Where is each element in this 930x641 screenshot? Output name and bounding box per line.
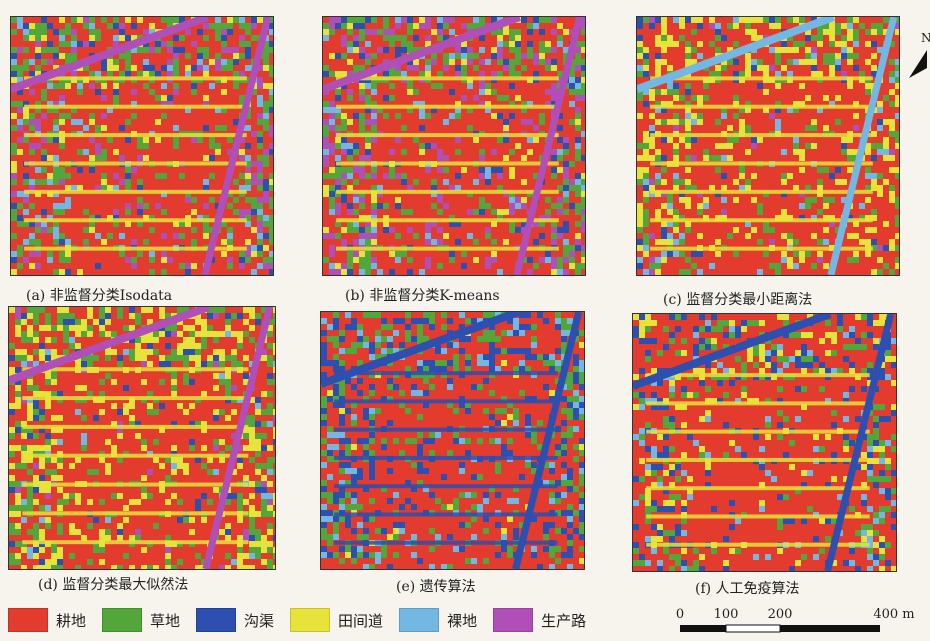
map-e xyxy=(321,312,584,569)
map-panel-e xyxy=(320,311,585,570)
legend-item-ditch: 沟渠 xyxy=(196,608,274,632)
map-b xyxy=(323,17,585,275)
legend-item-grassland: 草地 xyxy=(102,608,180,632)
map-panel-c xyxy=(636,16,900,276)
legend-label: 裸地 xyxy=(447,611,478,630)
scale-tick-400: 400 m xyxy=(873,607,914,622)
legend-swatch xyxy=(8,608,48,632)
map-panel-d xyxy=(8,306,276,570)
scale-bar: 0 100 200 400 m xyxy=(672,605,930,637)
scale-tick-200: 200 xyxy=(768,607,793,622)
legend: 耕地 草地 沟渠 田间道 裸地 生产路 xyxy=(8,606,602,634)
map-panel-b xyxy=(322,16,586,276)
legend-swatch xyxy=(290,608,331,632)
caption-e: (e) 遗传算法 xyxy=(396,579,476,595)
legend-swatch xyxy=(196,608,237,632)
legend-item-farmland: 耕地 xyxy=(8,608,86,632)
caption-d: (d) 监督分类最大似然法 xyxy=(38,577,189,593)
caption-a: (a) 非监督分类Isodata xyxy=(26,288,173,304)
legend-label: 田间道 xyxy=(338,611,384,630)
scale-tick-0: 0 xyxy=(676,607,684,622)
legend-swatch xyxy=(102,608,143,632)
map-panel-a xyxy=(10,16,274,276)
map-panel-f xyxy=(632,313,897,572)
legend-swatch xyxy=(399,608,440,632)
map-d xyxy=(9,307,275,569)
legend-item-bare-land: 裸地 xyxy=(399,608,477,632)
caption-c: (c) 监督分类最小距离法 xyxy=(663,292,813,308)
map-f xyxy=(633,314,896,571)
north-label: N xyxy=(921,31,930,45)
map-c xyxy=(637,17,899,275)
legend-label: 生产路 xyxy=(541,611,587,630)
scale-tick-100: 100 xyxy=(714,607,739,622)
legend-item-field-road: 田间道 xyxy=(290,608,383,632)
legend-label: 耕地 xyxy=(56,611,87,630)
map-a xyxy=(11,17,273,275)
north-arrow-icon: N xyxy=(905,28,930,88)
legend-item-production-road: 生产路 xyxy=(493,608,586,632)
legend-label: 草地 xyxy=(150,611,181,630)
legend-swatch xyxy=(493,608,534,632)
caption-b: (b) 非监督分类K-means xyxy=(345,288,500,304)
legend-label: 沟渠 xyxy=(244,611,275,630)
caption-f: (f) 人工免疫算法 xyxy=(695,581,800,597)
